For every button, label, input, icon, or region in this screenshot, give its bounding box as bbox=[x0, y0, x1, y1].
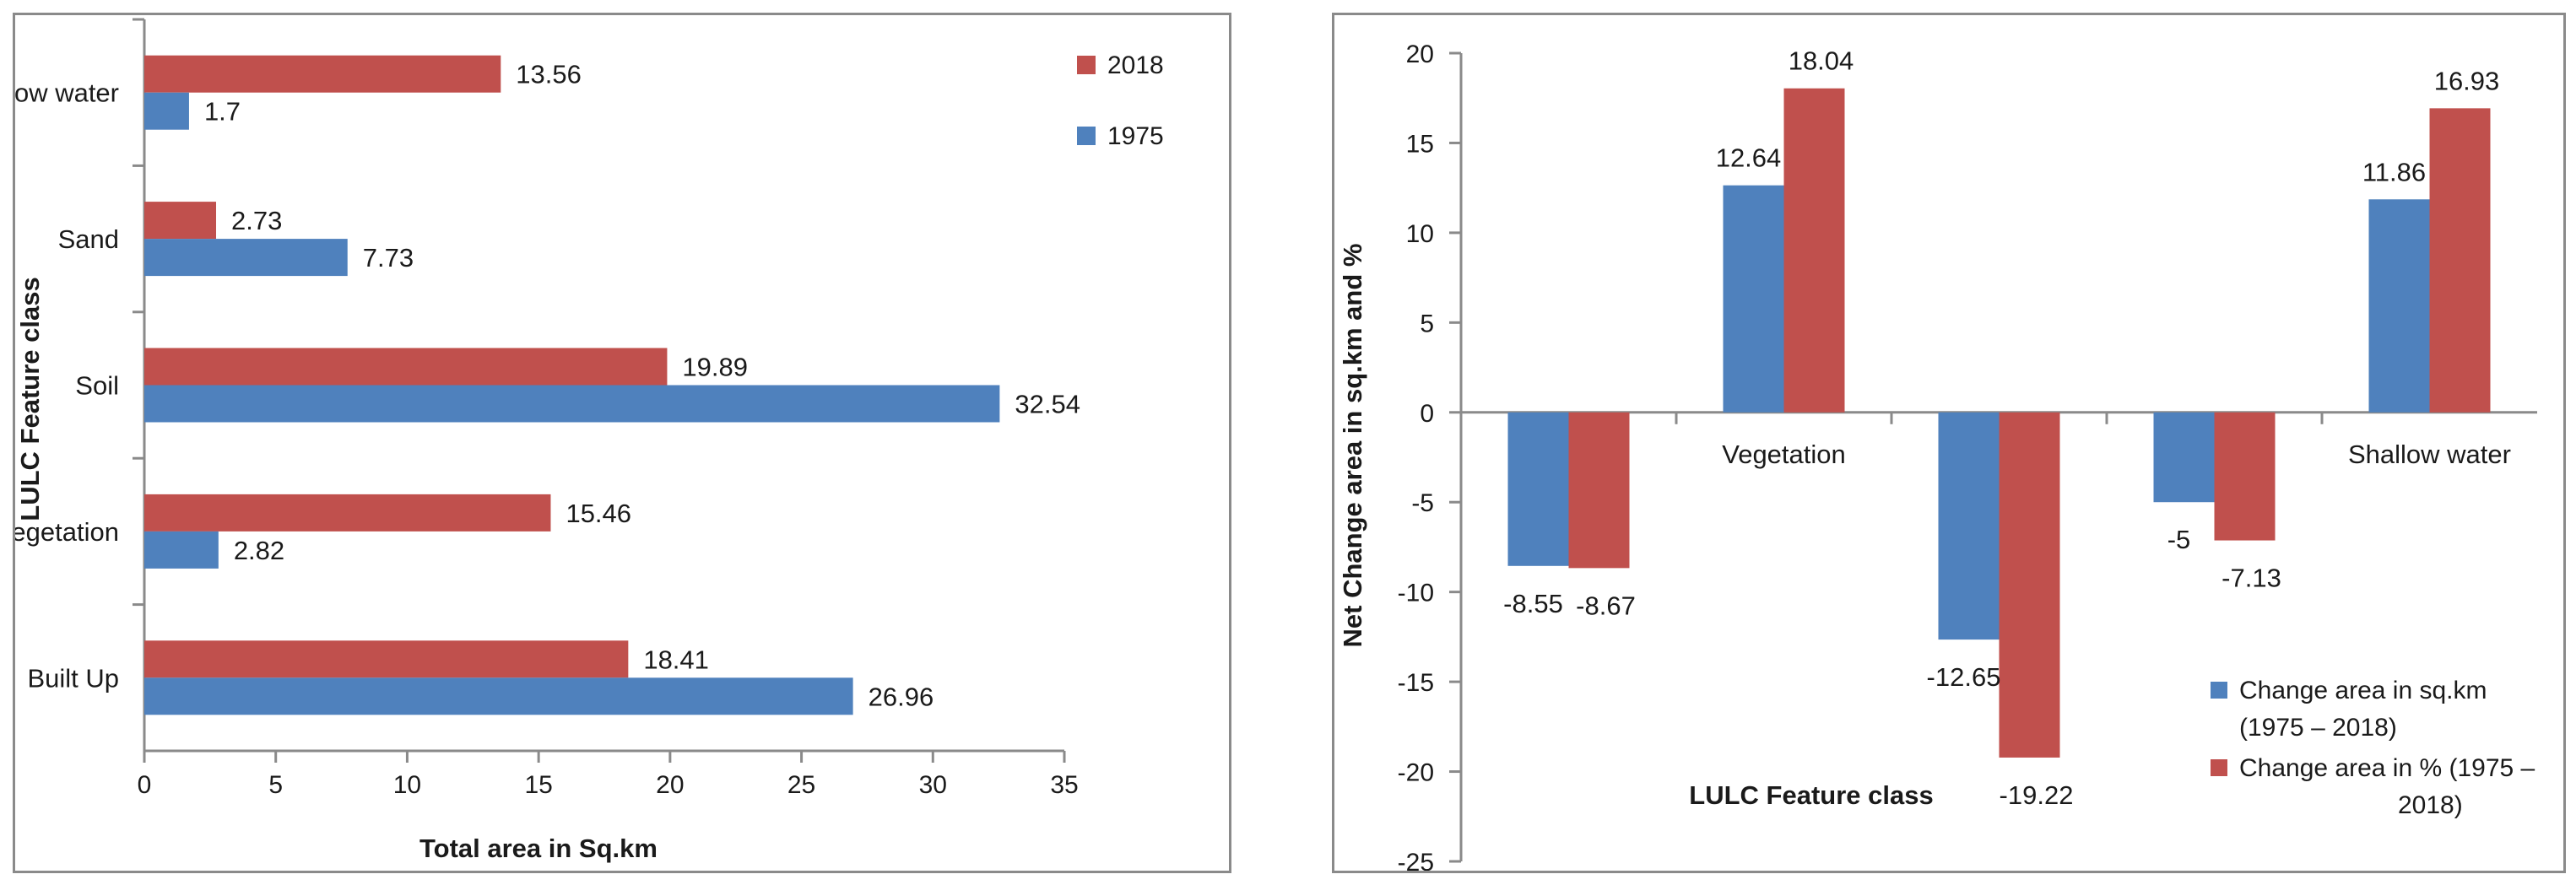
category-label: Soil bbox=[75, 371, 119, 401]
y-tick-label: -10 bbox=[1398, 580, 1434, 607]
bar-change-pct bbox=[1999, 412, 2060, 758]
legend-swatch bbox=[2211, 682, 2227, 699]
bar-1975 bbox=[144, 531, 219, 569]
data-label-pct: -8.67 bbox=[1576, 591, 1636, 620]
chart-left-panel: 0 5 10 15 20 25 30 35 Built Up Vegetation Soil Sand… bbox=[0, 13, 1231, 873]
y-tick-label: -15 bbox=[1398, 669, 1434, 697]
legend-label: (1975 – 2018) bbox=[2239, 714, 2397, 742]
bar-2018 bbox=[144, 494, 551, 532]
data-label-sqkm: -12.65 bbox=[1927, 662, 2001, 692]
x-tick-label: 5 bbox=[268, 771, 283, 799]
legend-label: 1975 bbox=[1107, 122, 1164, 150]
data-label-2018: 2.73 bbox=[231, 206, 282, 235]
x-axis-title: Total area in Sq.km bbox=[419, 834, 658, 863]
data-label-pct: -7.13 bbox=[2222, 564, 2281, 593]
y-tick-label: 10 bbox=[1406, 220, 1434, 248]
y-tick-label: 20 bbox=[1406, 40, 1434, 68]
data-label-2018: 19.89 bbox=[682, 353, 748, 382]
bar-1975 bbox=[144, 239, 348, 277]
legend-swatch bbox=[2211, 759, 2227, 776]
data-label-2018: 15.46 bbox=[566, 499, 631, 528]
x-tick-label: 30 bbox=[919, 771, 947, 799]
category-label: Vegetation bbox=[1722, 440, 1846, 469]
category-label: Shallow water bbox=[15, 78, 119, 108]
y-tick-label: 5 bbox=[1420, 310, 1434, 337]
data-label-1975: 26.96 bbox=[869, 682, 934, 711]
y-tick-label: 15 bbox=[1406, 130, 1434, 158]
bar-1975 bbox=[144, 385, 1000, 423]
bar-change-sqkm bbox=[1723, 185, 1784, 413]
chart-right-panel: -25-20-15-10-505101520Built UpVegetation… bbox=[1332, 13, 2566, 877]
bar-2018 bbox=[144, 202, 217, 240]
bar-change-sqkm bbox=[2368, 199, 2430, 413]
x-axis-title: LULC Feature class bbox=[1689, 780, 1933, 810]
bar-change-pct bbox=[1568, 412, 1630, 569]
bar-2018 bbox=[144, 640, 629, 678]
y-axis-title: Net Change area in sq.km and % bbox=[1338, 244, 1367, 648]
chart-left-svg: 0 5 10 15 20 25 30 35 Built Up Vegetation Soil Sand… bbox=[0, 18, 1164, 863]
bar-1975 bbox=[144, 677, 853, 715]
data-label-1975: 1.7 bbox=[204, 97, 241, 127]
legend-label: 2018) bbox=[2398, 791, 2463, 819]
bar-1975 bbox=[144, 92, 189, 130]
x-tick-label: 25 bbox=[787, 771, 815, 799]
y-axis-title: LULC Feature class bbox=[15, 277, 45, 521]
data-label-sqkm: 12.64 bbox=[1716, 143, 1782, 173]
y-tick-label: -5 bbox=[1411, 489, 1434, 517]
legend-swatch bbox=[1077, 56, 1096, 74]
legend-label: Change area in sq.km bbox=[2239, 677, 2487, 704]
data-label-sqkm: -8.55 bbox=[1503, 589, 1563, 618]
data-label-1975: 2.82 bbox=[234, 536, 284, 565]
chart-right-svg: -25-20-15-10-505101520Built UpVegetation… bbox=[1338, 40, 2537, 877]
legend-label: Change area in % (1975 – bbox=[2239, 754, 2535, 782]
x-tick-label: 0 bbox=[138, 771, 152, 799]
data-label-sqkm: -5 bbox=[2167, 525, 2191, 554]
y-tick-label: 0 bbox=[1420, 400, 1434, 428]
x-tick-label: 10 bbox=[393, 771, 421, 799]
data-label-pct: 16.93 bbox=[2434, 66, 2500, 95]
bar-change-sqkm bbox=[1938, 412, 2000, 640]
category-label: Sand bbox=[58, 224, 119, 254]
bar-change-sqkm bbox=[2153, 412, 2215, 503]
legend-swatch bbox=[1077, 127, 1096, 145]
bar-2018 bbox=[144, 55, 501, 93]
x-tick-label: 20 bbox=[656, 771, 684, 799]
bar-2018 bbox=[144, 348, 668, 386]
data-label-2018: 13.56 bbox=[516, 60, 582, 89]
bar-change-pct bbox=[1783, 88, 1845, 413]
category-label: Built Up bbox=[27, 663, 119, 693]
bar-change-sqkm bbox=[1507, 412, 1569, 566]
y-tick-label: -20 bbox=[1398, 759, 1434, 787]
data-label-sqkm: 11.86 bbox=[2362, 157, 2426, 186]
data-label-pct: 18.04 bbox=[1789, 46, 1854, 76]
bar-change-pct bbox=[2429, 108, 2491, 413]
category-label: Shallow water bbox=[2348, 440, 2511, 469]
data-label-2018: 18.41 bbox=[643, 645, 709, 674]
data-label-1975: 32.54 bbox=[1015, 390, 1080, 419]
category-label: Vegetation bbox=[15, 517, 119, 547]
x-tick-label: 15 bbox=[524, 771, 552, 799]
legend-label: 2018 bbox=[1107, 51, 1164, 79]
data-label-pct: -19.22 bbox=[2000, 780, 2074, 810]
data-label-1975: 7.73 bbox=[363, 243, 414, 273]
x-tick-label: 35 bbox=[1050, 771, 1078, 799]
y-tick-label: -25 bbox=[1398, 849, 1434, 871]
bar-change-pct bbox=[2214, 412, 2276, 541]
